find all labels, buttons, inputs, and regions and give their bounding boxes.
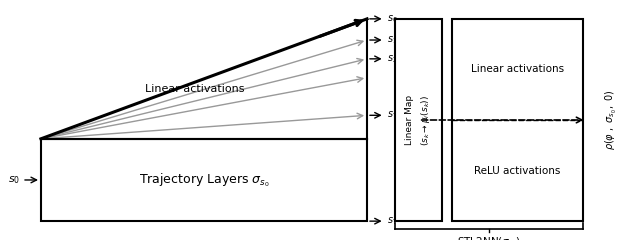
Text: $\rho(\varphi\ ,\ \sigma_{s_0},\ 0)$: $\rho(\varphi\ ,\ \sigma_{s_0},\ 0)$ — [604, 90, 619, 150]
Bar — [41, 139, 367, 221]
Text: $s_T$: $s_T$ — [387, 215, 399, 227]
Text: $s_0$: $s_0$ — [8, 174, 20, 186]
Text: Linear activations: Linear activations — [471, 64, 564, 74]
Text: $s_0$: $s_0$ — [387, 13, 398, 25]
Text: $s_1$: $s_1$ — [387, 34, 398, 46]
Text: Linear Map
$(s_k \rightarrow \mu_i(s_k))$: Linear Map $(s_k \rightarrow \mu_i(s_k))… — [405, 94, 433, 146]
Bar — [452, 19, 584, 221]
Text: ReLU activations: ReLU activations — [474, 166, 561, 176]
Text: $s_2$: $s_2$ — [387, 53, 397, 65]
Text: Linear activations: Linear activations — [145, 84, 244, 94]
Bar — [396, 19, 442, 221]
Text: Trajectory Layers $\sigma_{s_0}$: Trajectory Layers $\sigma_{s_0}$ — [139, 171, 269, 189]
Text: $s_{T-1}$: $s_{T-1}$ — [387, 109, 410, 121]
Text: STL2NN$(\sigma_{s_0})$: STL2NN$(\sigma_{s_0})$ — [458, 236, 522, 240]
